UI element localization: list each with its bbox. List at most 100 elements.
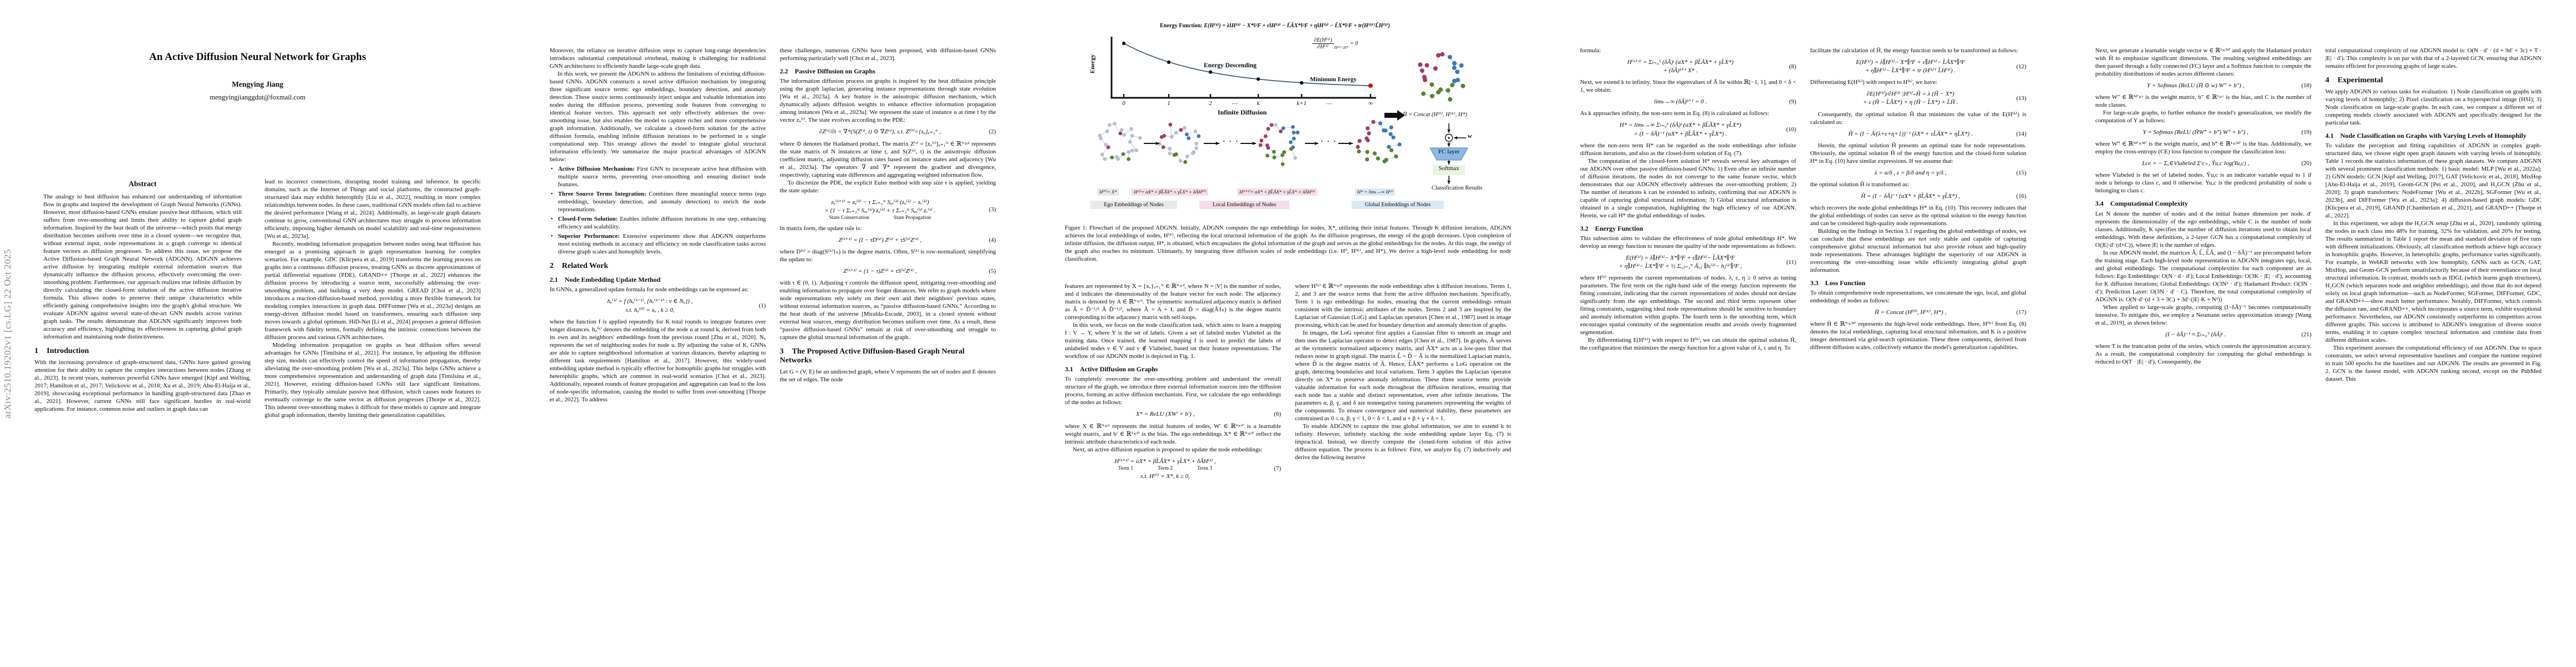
equation: H* = limₖ→∞ Σₜ₌₀ᵏ (δÂ)ᵗ (αX* + βL̂ÂX* + … bbox=[1580, 121, 1796, 138]
paragraph: In GNNs, a generalized update formula fo… bbox=[550, 286, 749, 293]
section-number: 4.1 bbox=[2325, 132, 2334, 140]
paragraph: Recently, modeling information propagati… bbox=[265, 241, 481, 341]
equation-line: s.t. H⁽⁰⁾ = X*, k ≥ 0, bbox=[1140, 472, 1190, 480]
energy-descending-label: Energy Descending bbox=[1204, 62, 1257, 69]
equation: Y = Softmax (ReLU (H̄W‴ + b‴) W″ + b″) ,… bbox=[2095, 128, 2311, 137]
equation-number: (5) bbox=[989, 268, 996, 275]
page2-right-column: these challenges, numerous GNNs have bee… bbox=[780, 47, 996, 639]
paragraph: Moreover, the reliance on iterative diff… bbox=[550, 47, 766, 69]
flow-arrow-head bbox=[1155, 141, 1159, 146]
equation-line: hᵤ⁽ᵏ⁾ = f (hᵤ⁽ᵏ⁻¹⁾, {hᵥ⁽ᵏ⁻¹⁾ : v ∈ Nᵤ}) … bbox=[607, 298, 693, 305]
equation-body: E(H⁽ᵏ⁾) = λ∥H⁽ᵏ⁾− X*∥²F + ε∥H⁽ᵏ⁾− L̂ÂX*∥… bbox=[1810, 58, 2011, 75]
bullet-lead: Active Diffusion Mechanism: bbox=[558, 166, 637, 172]
paragraph: To discretize the PDE, the explicit Eule… bbox=[780, 179, 996, 194]
page5-right-column: total computational complexity of our AD… bbox=[2325, 47, 2542, 639]
equation-line: Z⁽ᵏ⁺¹⁾ = (I − τD⁽ᵏ⁾) Z⁽ᵏ⁾ + τS⁽ᵏ⁾Z⁽ᵏ⁾ , bbox=[838, 236, 922, 243]
section-heading: 4.1 Node Classification on Graphs with Va… bbox=[2325, 132, 2542, 140]
equation-number: (4) bbox=[989, 237, 996, 244]
equation-number: (12) bbox=[2016, 63, 2026, 70]
axis-tick-label: 0 bbox=[1122, 100, 1125, 107]
axis-tick-label: 2 bbox=[1209, 100, 1212, 107]
equation-number: (17) bbox=[2016, 309, 2026, 316]
axis-tick-label: k bbox=[1257, 100, 1260, 107]
flow-arrow-head bbox=[1447, 130, 1451, 133]
equation-line: limₖ→∞ (δÂ)ᵏ⁺¹ = 0 . bbox=[1654, 98, 1707, 106]
paper-author: Mengying Jiang bbox=[232, 80, 283, 88]
equation-body: Y = Softmax (ReLU (H̄W‴ + b‴) W″ + b″) , bbox=[2095, 128, 2296, 137]
equation: H⁽ᵏ⁺¹⁾ = Σₜ₌₀ᵏ (δÂ)ᵗ (αX* + βL̂ÂX* + γL̂… bbox=[1580, 58, 1796, 75]
equation-line: E(H⁽ᵏ⁾) = λ∥H⁽ᵏ⁾− X*∥²F + ε∥H⁽ᵏ⁾− L̂ÂX*∥… bbox=[1626, 255, 1735, 262]
equation-body: hᵤ⁽ᵏ⁾ = f (hᵤ⁽ᵏ⁻¹⁾, {hᵥ⁽ᵏ⁻¹⁾ : v ∈ Nᵤ}) … bbox=[550, 297, 750, 314]
section-title: Passive Diffusion on Graphs bbox=[795, 67, 876, 75]
paragraph: In images, the LoG operator first applie… bbox=[1295, 330, 1511, 422]
underbrace-label: Term 3 bbox=[1197, 465, 1213, 471]
paragraph: where H⁽ᵏ⁾ represents the current repres… bbox=[1580, 275, 1796, 336]
bullet-item: Closed-Form Solution: Enables infinite d… bbox=[550, 215, 766, 231]
energy-function-formula: Energy Function: E(H⁽ᵏ⁾) = λ‖H⁽ᵏ⁾ − X*‖²… bbox=[1159, 23, 1390, 29]
axis-tick-label: ∞ bbox=[1368, 100, 1373, 107]
paragraph: where T is the truncation point of the s… bbox=[2095, 342, 2311, 365]
underbrace-label: State Conservation bbox=[829, 215, 869, 221]
paragraph: In this work, we focus on the node class… bbox=[1065, 322, 1281, 360]
section-title: Active Diffusion on Graphs bbox=[1080, 365, 1158, 373]
paragraph: where Vlabeled is the set of labeled nod… bbox=[2095, 172, 2311, 195]
equation-number: (11) bbox=[1786, 258, 1796, 266]
paragraph: With the increasing prevalence of graph-… bbox=[34, 359, 251, 413]
flow-arrow-head bbox=[1314, 141, 1318, 146]
paragraph: This experiment assesses the computation… bbox=[2325, 345, 2542, 383]
softmax-shape bbox=[1433, 165, 1465, 175]
equation-line: + η∥H⁽ᵏ⁾− L̂X*∥²F + tr (H⁽ᵏ⁾ᵀ L̂H⁽ᵏ⁾) . bbox=[1865, 67, 1956, 74]
equation-body: ∂Z⁽ᵗ⁾/∂t = ∇*(S(Z⁽ᵗ⁾, t) ⊙ ∇Z⁽ᵗ⁾), s.t. … bbox=[780, 127, 980, 136]
equation-line: H̄ = Concat (H⁽⁰⁾, H⁽ᴷ⁾, H*) , bbox=[1874, 309, 1947, 316]
section-heading: 3.4 Computational Complexity bbox=[2095, 200, 2311, 207]
paragraph: Next, we extend k to infinity. Since the… bbox=[1580, 79, 1796, 94]
bullet-lead: Superior Performance: bbox=[558, 233, 623, 240]
classification-results-label: Classification Results bbox=[1431, 185, 1483, 191]
axis-tick-label: 1 bbox=[1167, 100, 1170, 107]
section-heading: 2.2 Passive Diffusion on Graphs bbox=[780, 67, 996, 75]
equation: limₖ→∞ (δÂ)ᵏ⁺¹ = 0 . (9) bbox=[1580, 97, 1796, 106]
equation-line: Ĥ = (I − δÂ)⁻¹ (αX* + βL̂ÂX* + γL̂X*) , bbox=[1861, 192, 1960, 200]
softmax-label: Softmax bbox=[1438, 165, 1459, 172]
paragraph: The analogy to heat diffusion has enhanc… bbox=[43, 193, 242, 341]
equation-body: H⁽ᵏ⁺¹⁾ = Σₜ₌₀ᵏ (δÂ)ᵗ (αX* + βL̂ÂX* + γL̂… bbox=[1580, 58, 1781, 75]
paragraph: Let G = (V, E) be an undirected graph, w… bbox=[780, 369, 996, 384]
paragraph: In matrix form, the update rule is: bbox=[780, 225, 862, 232]
section-title: Energy Function bbox=[1595, 224, 1643, 232]
flow-arrow-head bbox=[1447, 161, 1451, 165]
equation: Y = Softmax (ReLU (H̄ ⊙ w) W″ + b″) , (18… bbox=[2095, 81, 2311, 90]
equation-body: H⁽ᵏ⁺¹⁾ = αX* + βL̂ÂX* + γL̂X* + δÂH⁽ᵏ⁾ ,… bbox=[1065, 457, 1265, 481]
page-2: Moreover, the reliance on iterative diff… bbox=[515, 0, 1030, 667]
paragraph: lead to incorrect connections, disruptin… bbox=[265, 178, 481, 240]
section-number: 3.1 bbox=[1065, 365, 1073, 373]
page-3: Energy Function: E(H⁽ᵏ⁾) = λ‖H⁽ᵏ⁾ − X*‖²… bbox=[1030, 0, 1546, 667]
paragraph: formula: bbox=[1580, 47, 1601, 54]
equation-number: (8) bbox=[1789, 63, 1796, 70]
paragraph: where W‴ ∈ ℝ³ᵈ′×³ᵈ′ is the weight matrix… bbox=[2095, 141, 2311, 156]
graph-snapshot-stage-1 bbox=[1158, 122, 1201, 164]
paper-title: An Active Diffusion Neural Network for G… bbox=[149, 51, 366, 63]
section-heading: 4 Experimental bbox=[2325, 76, 2542, 85]
equation-line: = (I − δÂ)⁻¹ (αX* + βL̂ÂX* + γL̂X*) . bbox=[1633, 130, 1727, 137]
equation-body: H̄ = Concat (H⁽⁰⁾, H⁽ᴷ⁾, H*) , bbox=[1810, 308, 2011, 317]
equation: X* = ReLU (XW′ + b′) , (6) bbox=[1065, 410, 1281, 419]
flow-arrow-head bbox=[1447, 143, 1451, 147]
fc-layer-label: FC layer bbox=[1438, 148, 1460, 155]
equation: λ = α/δ , ε = β/δ and η = γ/δ , (15) bbox=[1810, 168, 2026, 177]
section-title: Introduction bbox=[47, 347, 89, 356]
section-heading: 3.2 Energy Function bbox=[1580, 225, 1796, 232]
ego-embeddings-box: Ego Embeddings of Nodes bbox=[1090, 201, 1177, 209]
paragraph: Consequently, the optimal solution Ĥ tha… bbox=[1810, 111, 2026, 126]
equation: H⁽ᵏ⁺¹⁾ = αX* + βL̂ÂX* + γL̂X* + δÂH⁽ᵏ⁾ ,… bbox=[1065, 457, 1281, 481]
paragraph: In this work, we present the ADGNN to ad… bbox=[550, 71, 766, 163]
equation-line: + ε (Ĥ − L̂ÂX*) + η (Ĥ − L̂X*) + L̂Ĥ . bbox=[1863, 99, 1958, 106]
page4-left-column: formula: H⁽ᵏ⁺¹⁾ = Σₜ₌₀ᵏ (δÂ)ᵗ (αX* + βL̂Â… bbox=[1580, 47, 1796, 639]
global-embeddings-box: Global Embeddings of Nodes bbox=[1352, 201, 1444, 209]
section-title: Experimental bbox=[2338, 76, 2383, 84]
concat-formula: H̄ = Concat (H⁽⁰⁾, H⁽ᴷ⁾, H*) bbox=[1403, 112, 1467, 118]
paragraph: This subsection aims to validate the eff… bbox=[1580, 235, 1796, 250]
equation-line: = (1 − τ Σᵥ₌₁ᴺ Sᵤᵥ⁽ᵏ⁾) zᵤ⁽ᵏ⁾ + τ Σᵥ₌₁ᴺ S… bbox=[824, 207, 936, 214]
equation-number: (10) bbox=[1786, 126, 1796, 133]
axis-tick-label: k+1 bbox=[1297, 100, 1307, 107]
